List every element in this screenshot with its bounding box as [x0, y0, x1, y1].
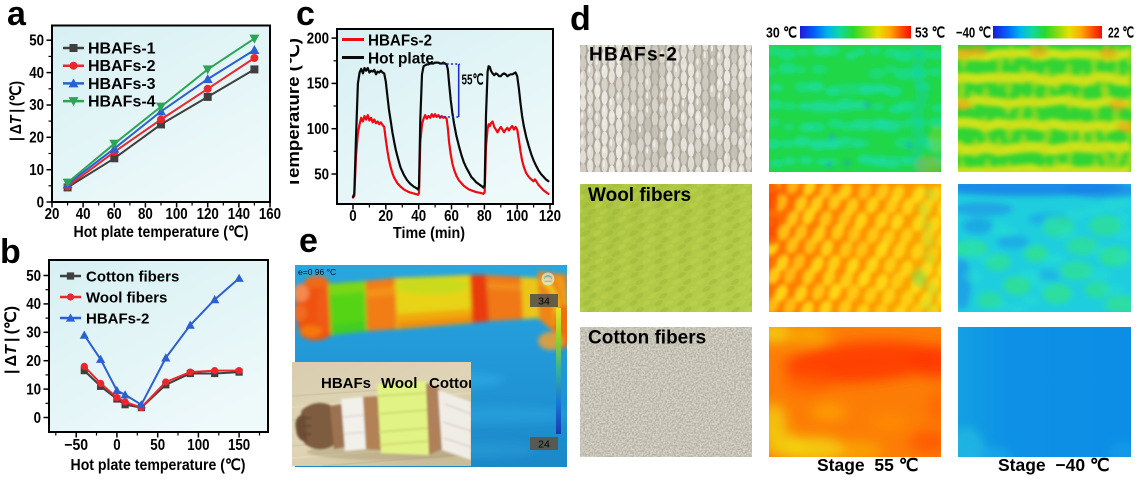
svg-text:HBAFs-2: HBAFs-2 — [368, 33, 432, 50]
svg-text:HBAFs-2: HBAFs-2 — [88, 58, 156, 75]
svg-text:100: 100 — [506, 208, 528, 225]
svg-text:22 ℃: 22 ℃ — [1108, 25, 1134, 42]
svg-text:150: 150 — [307, 76, 329, 93]
svg-text:Cotton fibers: Cotton fibers — [588, 328, 706, 349]
svg-text:| ΔT | (℃): | ΔT | (℃) — [8, 81, 25, 141]
svg-text:40: 40 — [76, 206, 91, 223]
svg-text:60: 60 — [107, 206, 122, 223]
svg-text:Cotton: Cotton — [429, 375, 471, 392]
svg-text:HBAFs: HBAFs — [321, 375, 371, 392]
svg-text:100: 100 — [307, 121, 329, 138]
svg-text:80: 80 — [138, 206, 153, 223]
svg-text:e=0 96 °C: e=0 96 °C — [298, 267, 336, 277]
svg-text:HBAFs-2: HBAFs-2 — [86, 310, 149, 327]
svg-text:−50: −50 — [64, 437, 88, 454]
svg-text:100: 100 — [166, 206, 188, 223]
svg-text:10: 10 — [29, 162, 44, 179]
svg-text:30: 30 — [26, 325, 41, 342]
svg-text:200: 200 — [307, 30, 329, 47]
svg-text:Hot plate temperature (℃): Hot plate temperature (℃) — [74, 224, 249, 241]
svg-text:Hot plate: Hot plate — [368, 51, 434, 68]
svg-text:24: 24 — [538, 439, 550, 451]
svg-text:HBAFs-4: HBAFs-4 — [88, 94, 156, 111]
svg-text:53 ℃: 53 ℃ — [915, 25, 945, 42]
svg-text:80: 80 — [477, 208, 492, 225]
svg-text:50: 50 — [29, 33, 44, 50]
svg-text:Cotton fibers: Cotton fibers — [86, 268, 179, 285]
svg-text:50: 50 — [150, 437, 165, 454]
svg-text:Hot plate temperature (℃): Hot plate temperature (℃) — [71, 457, 246, 474]
svg-text:0: 0 — [37, 194, 44, 211]
svg-text:55℃: 55℃ — [462, 72, 484, 89]
svg-text:160: 160 — [259, 206, 281, 223]
svg-text:40: 40 — [29, 65, 44, 82]
svg-text:0: 0 — [349, 208, 356, 225]
svg-text:20: 20 — [45, 206, 60, 223]
svg-text:30: 30 — [29, 97, 44, 114]
svg-text:20: 20 — [26, 353, 41, 370]
svg-text:60: 60 — [444, 208, 459, 225]
svg-text:Wool: Wool — [381, 375, 417, 392]
svg-text:0: 0 — [34, 410, 41, 427]
svg-text:0: 0 — [113, 437, 120, 454]
svg-text:40: 40 — [411, 208, 426, 225]
svg-text:120: 120 — [539, 208, 561, 225]
svg-text:34: 34 — [538, 296, 550, 308]
svg-text:40: 40 — [26, 296, 41, 313]
svg-text:Time (min): Time (min) — [393, 225, 465, 242]
svg-text:120: 120 — [197, 206, 219, 223]
svg-text:Wool fibers: Wool fibers — [86, 289, 167, 306]
svg-text:Temperature (℃): Temperature (℃) — [290, 38, 303, 188]
svg-text:100: 100 — [187, 437, 209, 454]
svg-text:150: 150 — [228, 437, 250, 454]
svg-text:50: 50 — [26, 268, 41, 285]
svg-text:30 ℃: 30 ℃ — [766, 25, 797, 42]
svg-text:HBAFs-3: HBAFs-3 — [88, 76, 156, 93]
svg-text:−40 ℃: −40 ℃ — [956, 25, 991, 42]
svg-text:50: 50 — [314, 166, 329, 183]
svg-text:20: 20 — [29, 130, 44, 147]
svg-text:| ΔT | (℃): | ΔT | (℃) — [3, 306, 20, 374]
svg-text:20: 20 — [378, 208, 393, 225]
svg-text:Wool fibers: Wool fibers — [588, 185, 691, 206]
svg-text:140: 140 — [228, 206, 250, 223]
svg-text:10: 10 — [26, 381, 41, 398]
svg-text:HBAFs-1: HBAFs-1 — [88, 41, 156, 58]
